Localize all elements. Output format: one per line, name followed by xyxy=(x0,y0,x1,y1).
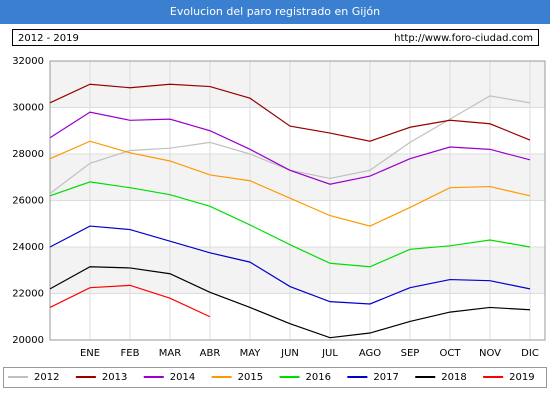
legend-label: 2015 xyxy=(238,372,263,383)
series-line xyxy=(49,266,531,339)
series-line xyxy=(49,83,531,142)
x-tick-label: NOV xyxy=(479,348,501,359)
y-tick-label: 20000 xyxy=(12,335,44,346)
chart-title: Evolucion del paro registrado en Gijón xyxy=(170,5,380,18)
legend-label: 2018 xyxy=(441,372,466,383)
legend-label: 2013 xyxy=(102,372,127,383)
x-tick-label: MAY xyxy=(240,348,262,359)
series-line xyxy=(49,181,531,268)
x-tick-label: ENE xyxy=(80,348,100,359)
band xyxy=(50,154,545,201)
y-tick-label: 24000 xyxy=(12,242,44,253)
subtitle-box xyxy=(12,29,539,46)
series-line xyxy=(49,225,531,305)
band xyxy=(50,247,545,294)
x-tick-label: OCT xyxy=(440,348,462,359)
plot-border xyxy=(49,60,546,341)
series-line xyxy=(49,140,531,227)
legend-label: 2014 xyxy=(170,372,195,383)
legend-label: 2017 xyxy=(373,372,398,383)
legend-label: 2012 xyxy=(34,372,59,383)
y-tick-label: 28000 xyxy=(12,149,44,160)
x-tick-label: FEB xyxy=(121,348,140,359)
title-bar xyxy=(0,0,550,24)
x-tick-label: JUN xyxy=(280,348,299,359)
y-tick-label: 26000 xyxy=(12,196,44,207)
source: http://www.foro-ciudad.com xyxy=(394,33,533,44)
y-tick-label: 32000 xyxy=(12,56,44,67)
legend-label: 2019 xyxy=(509,372,534,383)
x-tick-label: DIC xyxy=(521,348,539,359)
x-tick-label: MAR xyxy=(159,348,181,359)
band xyxy=(50,61,545,108)
y-tick-label: 30000 xyxy=(12,103,44,114)
x-tick-label: ABR xyxy=(200,348,221,359)
y-tick-label: 22000 xyxy=(12,289,44,300)
series-line xyxy=(49,111,531,185)
series-line xyxy=(49,284,211,318)
legend-box xyxy=(3,367,547,388)
x-tick-label: SEP xyxy=(401,348,420,359)
legend-label: 2016 xyxy=(306,372,331,383)
x-tick-label: JUL xyxy=(321,348,338,359)
x-tick-label: AGO xyxy=(359,348,381,359)
subtitle: 2012 - 2019 xyxy=(18,33,79,44)
